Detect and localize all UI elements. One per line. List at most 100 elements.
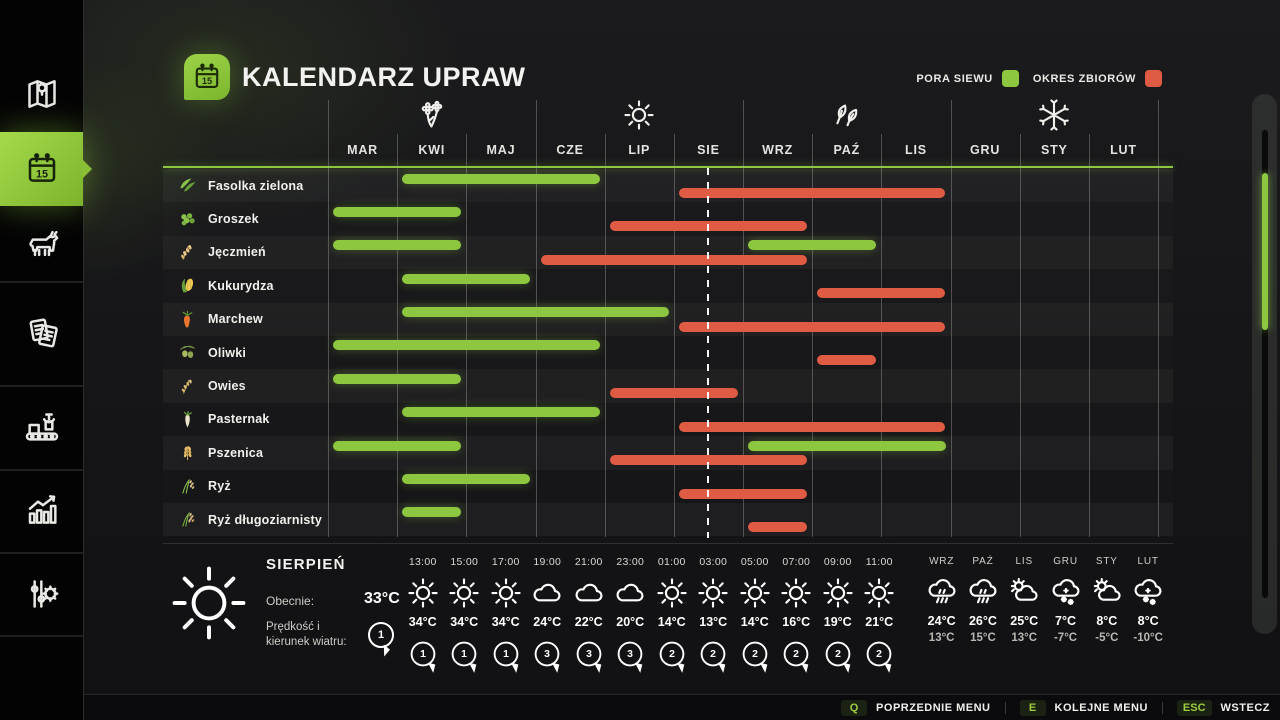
cloud-icon: [530, 576, 564, 610]
monthly-day-temp: 24°C: [927, 614, 956, 628]
crop-row-9[interactable]: Pszenica: [163, 436, 1173, 470]
monthly-col-GRU: GRU 7°C -7°C: [1045, 556, 1086, 644]
harvest-bar: [678, 188, 946, 198]
month-header-LUT: LUT: [1110, 143, 1137, 157]
sidebar-item-contracts[interactable]: [0, 281, 83, 387]
crop-timeline: [328, 202, 1173, 235]
sidebar-item-production[interactable]: [0, 385, 83, 471]
crop-row-2[interactable]: Groszek: [163, 202, 1173, 235]
month-header-CZE: CZE: [556, 143, 584, 157]
cloud-icon: [572, 576, 606, 610]
long-rice-icon: [177, 509, 198, 530]
statistics-icon: [22, 491, 62, 531]
sidebar-item-map[interactable]: [0, 56, 83, 134]
hourly-time: 07:00: [782, 556, 811, 568]
chart-bottom-divider: [163, 543, 1173, 544]
hourly-temp: 34°C: [408, 615, 437, 629]
calendar-icon: 15: [22, 149, 62, 189]
scrollbar[interactable]: [1252, 94, 1277, 634]
crop-row-3[interactable]: Jęczmień: [163, 235, 1173, 270]
hourly-col-19:00: 19:00 24°C 3: [527, 556, 569, 667]
hourly-wind-pin: 1: [410, 641, 436, 667]
footer-action-e[interactable]: E KOLEJNE MENU: [1019, 699, 1148, 716]
harvest-bar: [678, 488, 808, 499]
crop-row-6[interactable]: Oliwki: [163, 336, 1173, 369]
crop-rows: Fasolka zielona Groszek Jęczmień Kukurydza M…: [163, 169, 1173, 537]
hourly-temp: 16°C: [782, 615, 811, 629]
footer-keybar: Q POPRZEDNIE MENU E KOLEJNE MENU ESC WSTECZ: [84, 694, 1280, 720]
month-header-KWI: KWI: [418, 143, 446, 157]
sun-icon: [696, 576, 730, 610]
hourly-temp: 22°C: [574, 615, 603, 629]
crop-row-8[interactable]: Pasternak: [163, 403, 1173, 436]
hourly-wind-pin: 3: [576, 641, 602, 667]
sowing-bar: [748, 440, 946, 451]
monthly-day-temp: 26°C: [968, 614, 997, 628]
legend: PORA SIEWU OKRES ZBIORÓW: [916, 70, 1162, 87]
current-date-line: [707, 168, 710, 538]
crop-name-label: Kukurydza: [208, 278, 274, 293]
crop-row-1[interactable]: Fasolka zielona: [163, 169, 1173, 203]
hourly-col-15:00: 15:00 34°C 1: [444, 556, 486, 667]
hourly-temp: 21°C: [865, 615, 894, 629]
parsnip-icon: [177, 409, 198, 430]
wind-label-line1: Prędkość i: [266, 621, 320, 633]
month-header-row: MAR KWI MAJ CZE LIP SIE WRZ PAŹ LIS GRU STY LUT: [328, 134, 1158, 166]
sowing-bar: [333, 206, 462, 217]
footer-action-q[interactable]: Q POPRZEDNIE MENU: [841, 699, 990, 716]
footer-action-esc[interactable]: ESC WSTECZ: [1176, 699, 1270, 716]
header-underline: [163, 166, 1173, 168]
monthly-label: STY: [1095, 556, 1118, 567]
sowing-bar: [402, 507, 462, 518]
snowflake-icon: [1037, 98, 1071, 132]
sidebar-item-calendar[interactable]: 15: [0, 132, 92, 206]
month-header-GRU: GRU: [970, 143, 1001, 157]
hourly-time: 15:00: [450, 556, 479, 568]
crop-row-7[interactable]: Owies: [163, 369, 1173, 403]
harvest-bar: [540, 254, 808, 265]
month-header-LIS: LIS: [905, 143, 927, 157]
legend-harvest: OKRES ZBIORÓW: [1033, 70, 1162, 87]
sidebar-item-animals[interactable]: [0, 206, 83, 283]
monthly-col-WRZ: WRZ 24°C 13°C: [921, 556, 962, 644]
harvest-bar: [678, 421, 946, 432]
sowing-bar: [402, 173, 600, 184]
legend-sowing-label: PORA SIEWU: [916, 72, 993, 85]
sun-icon: [655, 576, 689, 610]
season-icon-row: [328, 98, 1158, 132]
scrollbar-track[interactable]: [1261, 130, 1268, 598]
sun-icon: [738, 576, 772, 610]
carrot-icon: [177, 309, 198, 330]
monthly-night-temp: 15°C: [970, 632, 996, 644]
hourly-wind-pin: 3: [534, 641, 560, 667]
hourly-temp: 34°C: [450, 615, 479, 629]
crop-row-10[interactable]: Ryż: [163, 470, 1173, 503]
crop-name-label: Fasolka zielona: [208, 178, 304, 193]
crop-name-cell: Kukurydza: [163, 269, 328, 302]
sun-cloud-icon: [1007, 575, 1041, 609]
sidebar-item-settings[interactable]: [0, 552, 83, 637]
current-temp-label: Obecnie:: [266, 594, 315, 608]
rain-icon: [925, 575, 959, 609]
hourly-wind-pin: 2: [825, 641, 851, 667]
main-panel: 15 KALENDARZ UPRAW PORA SIEWU OKRES ZBIO…: [84, 0, 1280, 720]
crop-row-11[interactable]: Ryż długoziarnisty: [163, 502, 1173, 537]
hourly-wind-pin: 2: [700, 641, 726, 667]
wind-label: Prędkość i kierunek wiatru:: [266, 620, 347, 650]
peas-icon: [177, 209, 198, 230]
legend-sowing: PORA SIEWU: [916, 70, 1019, 87]
hourly-col-01:00: 01:00 14°C 2: [651, 556, 693, 667]
sidebar-item-statistics[interactable]: [0, 469, 83, 554]
flower-icon: [415, 98, 449, 132]
crop-row-4[interactable]: Kukurydza: [163, 269, 1173, 302]
corn-icon: [177, 275, 198, 296]
hourly-temp: 14°C: [740, 615, 769, 629]
sun-icon: [489, 576, 523, 610]
scrollbar-thumb[interactable]: [1261, 173, 1268, 330]
key-badge-q: Q: [841, 699, 868, 716]
crop-row-5[interactable]: Marchew: [163, 302, 1173, 336]
harvest-bar: [748, 521, 808, 532]
harvest-bar: [817, 354, 877, 365]
hourly-col-05:00: 05:00 14°C 2: [734, 556, 776, 667]
wheat-icon: [177, 442, 198, 463]
